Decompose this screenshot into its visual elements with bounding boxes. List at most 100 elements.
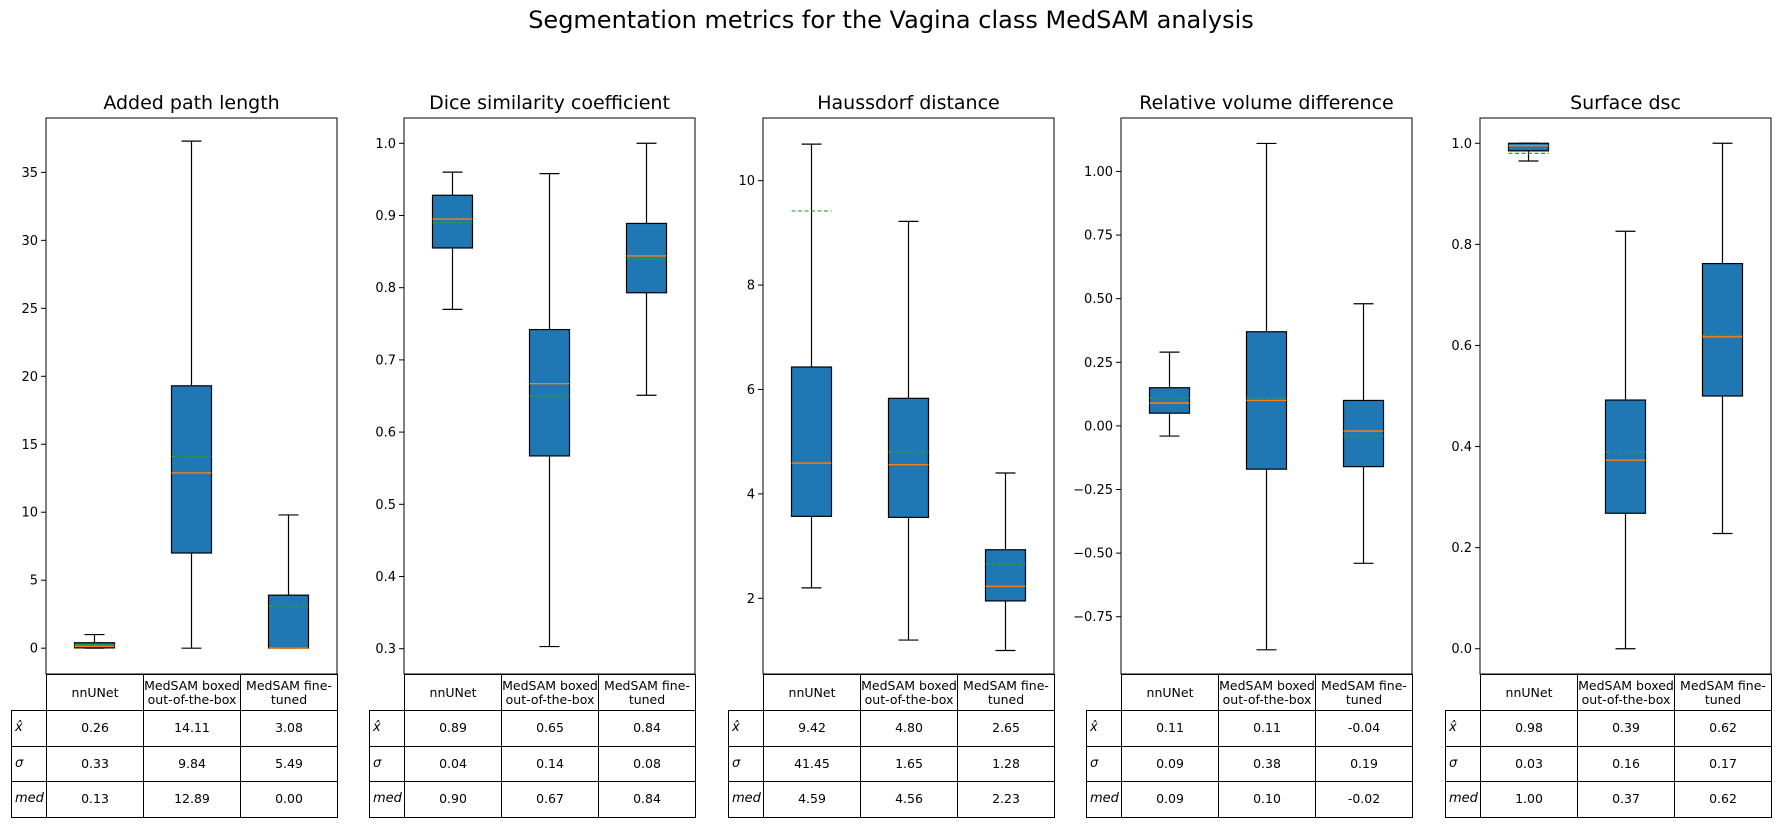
row-label: σ <box>369 745 405 782</box>
y-tick-label: 0.6 <box>375 426 396 441</box>
column-header: MedSAM fine-tuned <box>1315 674 1413 711</box>
table-corner <box>1086 674 1122 711</box>
table-cell: 4.80 <box>860 710 958 747</box>
y-tick-label: 0.9 <box>375 209 396 224</box>
table-cell: 0.26 <box>46 710 144 747</box>
y-tick-label: 0.3 <box>375 642 396 657</box>
y-tick-label: 0.00 <box>1084 419 1113 434</box>
table-row: x̂ 0.11 0.11 -0.04 <box>1086 710 1413 747</box>
table-row: σ 0.04 0.14 0.08 <box>369 745 696 782</box>
column-header: nnUNet <box>763 674 861 711</box>
box-2 <box>1245 142 1288 651</box>
row-label: x̂ <box>11 710 47 747</box>
table-row: x̂ 9.42 4.80 2.65 <box>728 710 1055 747</box>
table-cell: 12.89 <box>143 781 241 818</box>
iqr-box <box>625 222 668 294</box>
table-row: σ 0.03 0.16 0.17 <box>1445 745 1772 782</box>
stats-table-5: nnUNet MedSAM boxed out-of-the-box MedSAM f… <box>1445 674 1772 818</box>
table-row: x̂ 0.98 0.39 0.62 <box>1445 710 1772 747</box>
table-cell: 0.11 <box>1121 710 1219 747</box>
row-label: x̂ <box>369 710 405 747</box>
table-cell: 9.84 <box>143 745 241 782</box>
table-row: med 0.13 12.89 0.00 <box>11 781 338 818</box>
table-cell: 4.56 <box>860 781 958 818</box>
table-cell: 0.84 <box>598 781 696 818</box>
box-3 <box>1342 303 1385 564</box>
y-tick-label: 0.25 <box>1084 356 1113 371</box>
stats-table-2: nnUNet MedSAM boxed out-of-the-box MedSAM f… <box>369 674 696 818</box>
y-tick-label: 0.75 <box>1084 229 1113 244</box>
row-label: σ <box>11 745 47 782</box>
table-cell: 5.49 <box>240 745 338 782</box>
column-header: MedSAM boxed out-of-the-box <box>1218 674 1316 711</box>
table-cell: 0.89 <box>404 710 502 747</box>
column-header: MedSAM fine-tuned <box>1674 674 1772 711</box>
table-cell: 1.28 <box>957 745 1055 782</box>
y-tick-label: 5 <box>30 574 38 589</box>
iqr-box <box>73 642 116 649</box>
table-row: med 4.59 4.56 2.23 <box>728 781 1055 818</box>
panel-4: Relative volume difference −0.75 −0.50 −0.2… <box>1073 92 1413 675</box>
box-3 <box>1701 142 1744 535</box>
stats-table-3: nnUNet MedSAM boxed out-of-the-box MedSAM f… <box>728 674 1055 818</box>
panel-title: Surface dsc <box>1570 92 1681 114</box>
table-row: med 0.90 0.67 0.84 <box>369 781 696 818</box>
row-label: σ <box>1086 745 1122 782</box>
table-header-row: nnUNet MedSAM boxed out-of-the-box MedSAM f… <box>1445 674 1772 711</box>
panel-5: Surface dsc 0.0 0.2 0.4 0.6 0.8 1.0 <box>1451 92 1772 675</box>
box-3 <box>625 142 668 396</box>
table-cell: 0.00 <box>240 781 338 818</box>
column-header: nnUNet <box>1121 674 1219 711</box>
table-row: σ 41.45 1.65 1.28 <box>728 745 1055 782</box>
table-cell: 0.17 <box>1674 745 1772 782</box>
y-tick-label: 0.50 <box>1084 292 1113 307</box>
y-tick-label: 15 <box>21 438 38 453</box>
table-row: x̂ 0.89 0.65 0.84 <box>369 710 696 747</box>
y-tick-label: 0.5 <box>375 498 396 513</box>
table-row: med 0.09 0.10 -0.02 <box>1086 781 1413 818</box>
panel-title: Haussdorf distance <box>817 92 1000 114</box>
iqr-box <box>267 594 310 649</box>
table-cell: 0.84 <box>598 710 696 747</box>
table-cell: 3.08 <box>240 710 338 747</box>
row-label: x̂ <box>1086 710 1122 747</box>
table-cell: 0.08 <box>598 745 696 782</box>
iqr-box <box>1604 399 1647 514</box>
column-header: nnUNet <box>404 674 502 711</box>
column-header: MedSAM fine-tuned <box>957 674 1055 711</box>
y-tick-label: 2 <box>747 592 755 607</box>
table-cell: 0.98 <box>1480 710 1578 747</box>
box-3 <box>267 514 310 649</box>
table-cell: 9.42 <box>763 710 861 747</box>
table-cell: 2.23 <box>957 781 1055 818</box>
y-tick-label: 6 <box>747 383 755 398</box>
y-tick-label: 0.7 <box>375 353 396 368</box>
iqr-box <box>887 397 930 518</box>
table-corner <box>728 674 764 711</box>
box-2 <box>528 173 571 648</box>
table-cell: 0.14 <box>501 745 599 782</box>
iqr-box <box>1148 387 1191 414</box>
table-cell: 0.37 <box>1577 781 1675 818</box>
table-cell: 1.00 <box>1480 781 1578 818</box>
table-corner <box>11 674 47 711</box>
table-cell: 0.09 <box>1121 745 1219 782</box>
stats-table-1: nnUNet MedSAM boxed out-of-the-box MedSAM f… <box>11 674 338 818</box>
box-1 <box>1148 351 1191 437</box>
y-tick-label: −0.50 <box>1073 547 1113 562</box>
y-tick-label: 0.4 <box>1451 440 1472 455</box>
y-tick-label: 20 <box>21 370 38 385</box>
column-header: MedSAM fine-tuned <box>598 674 696 711</box>
column-header: MedSAM fine-tuned <box>240 674 338 711</box>
row-label: med <box>728 781 764 818</box>
column-header: nnUNet <box>46 674 144 711</box>
table-cell: 0.33 <box>46 745 144 782</box>
column-header: MedSAM boxed out-of-the-box <box>860 674 958 711</box>
y-tick-label: 0.4 <box>375 570 396 585</box>
iqr-box <box>528 328 571 457</box>
table-cell: 0.62 <box>1674 710 1772 747</box>
box-1 <box>1507 142 1550 162</box>
table-cell: 0.13 <box>46 781 144 818</box>
panel-title: Added path length <box>103 92 279 114</box>
